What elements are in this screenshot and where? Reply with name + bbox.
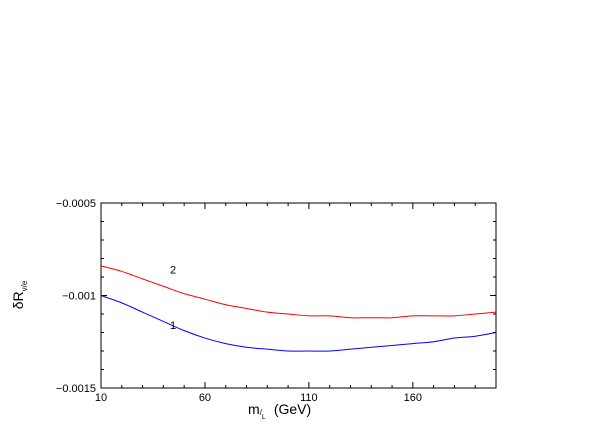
- series-label-2: 2: [170, 264, 176, 276]
- series-label-1: 1: [170, 320, 176, 332]
- x-axis-title-suffix: (GeV): [274, 401, 311, 417]
- x-tick-label: 10: [95, 392, 107, 404]
- x-axis-title-sub: L: [262, 414, 266, 421]
- x-tick-label: 60: [199, 392, 211, 404]
- series-line-1: [100, 295, 497, 352]
- x-tick-label: 160: [404, 392, 422, 404]
- y-axis-title-main: δR: [10, 291, 26, 309]
- series-lines: [100, 265, 497, 352]
- axis-ticks: [100, 202, 497, 389]
- x-tick-label: 110: [300, 392, 318, 404]
- plot-frame: [100, 202, 497, 389]
- series-line-2: [100, 265, 497, 319]
- x-axis-title-main: m: [248, 401, 260, 417]
- y-tick-label: −0.0015: [56, 383, 96, 395]
- x-axis-title: m/L (GeV): [248, 401, 311, 421]
- x-axis-title-sub-top: /: [260, 408, 263, 417]
- y-tick-label: −0.0005: [56, 198, 96, 210]
- axis-tick-labels: 10 60 110 160 −0.0005 −0.001 −0.0015: [56, 198, 422, 404]
- y-axis-title: δRν/e: [10, 280, 29, 309]
- y-axis-title-sub: ν/e: [20, 280, 29, 291]
- series-labels: 12: [170, 264, 176, 332]
- y-tick-label: −0.001: [62, 291, 96, 303]
